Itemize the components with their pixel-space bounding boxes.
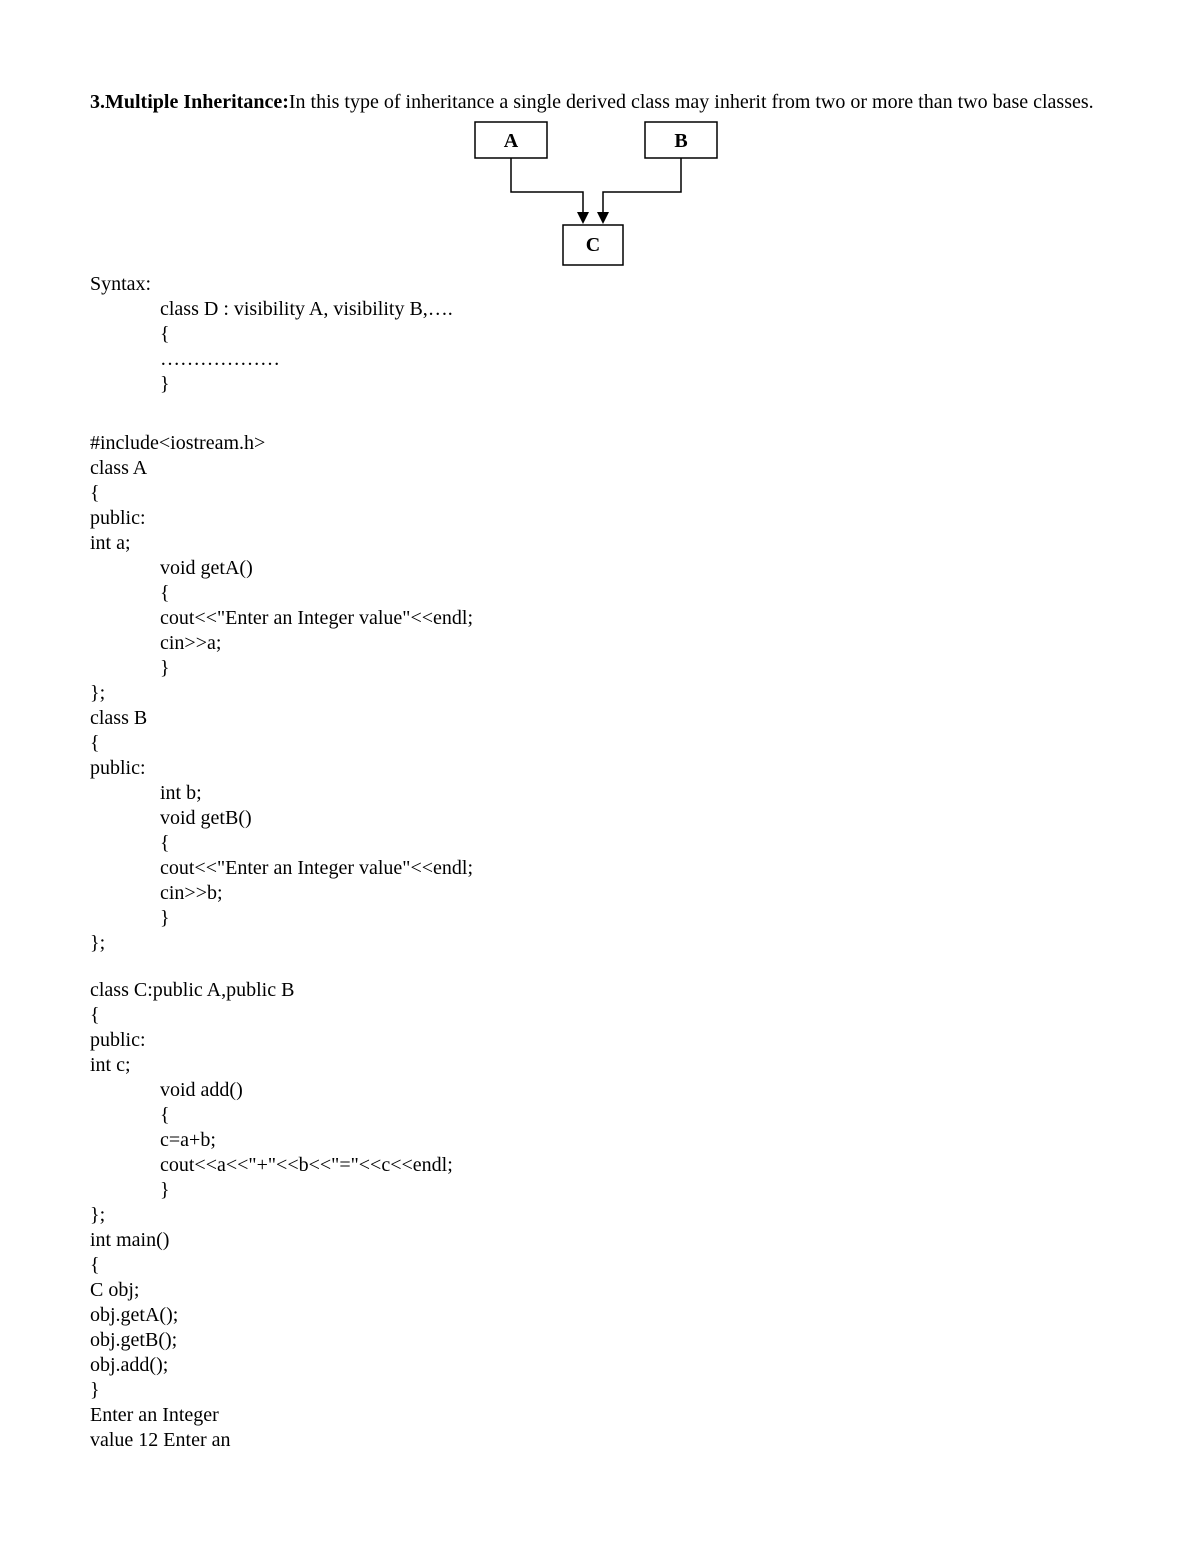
diagram-label-b: B [674,130,687,152]
diagram-edge-a-c [511,158,583,221]
code-line: int b; [160,781,1110,806]
code-line: { [90,1253,1110,1278]
code-line: cout<<a<<"+"<<b<<"="<<c<<endl; [160,1153,1110,1178]
code-line: }; [90,1203,1110,1228]
diagram-label-a: A [504,130,519,152]
heading-text: In this type of inheritance a single der… [289,91,1094,113]
code-line: }; [90,931,1110,956]
code-line: obj.getB(); [90,1328,1110,1353]
code-line: cout<<"Enter an Integer value"<<endl; [160,606,1110,631]
code-line: { [160,581,1110,606]
code-line: } [160,656,1110,681]
code-line: { [160,1103,1110,1128]
diagram-label-c: C [586,234,600,256]
code-line: cin>>b; [160,881,1110,906]
diagram-svg: A B C [435,117,765,272]
code-line: public: [90,506,1110,531]
code-line: C obj; [90,1278,1110,1303]
code-line: int main() [90,1228,1110,1253]
code-line: class B [90,706,1110,731]
code-line: public: [90,756,1110,781]
heading-bold: 3.Multiple Inheritance: [90,91,289,113]
code-line: int a; [90,531,1110,556]
syntax-line-1: class D : visibility A, visibility B,…. [160,297,1110,322]
code-line: void add() [160,1078,1110,1103]
syntax-line-2: { [160,322,1110,347]
code-line: } [160,906,1110,931]
code-line: obj.add(); [90,1353,1110,1378]
code-line: c=a+b; [160,1128,1110,1153]
code-line: } [90,1378,1110,1403]
code-line: { [90,1003,1110,1028]
code-line: int c; [90,1053,1110,1078]
code-line: { [160,831,1110,856]
diagram-edge-b-c [603,158,681,221]
code-line: public: [90,1028,1110,1053]
code-line: cout<<"Enter an Integer value"<<endl; [160,856,1110,881]
code-line: void getA() [160,556,1110,581]
code-line: { [90,731,1110,756]
code-line: #include<iostream.h> [90,431,1110,456]
inheritance-diagram: A B C [90,117,1110,272]
syntax-label: Syntax: [90,272,1110,297]
output-line: value 12 Enter an [90,1428,1110,1453]
code-line: cin>>a; [160,631,1110,656]
code-line: class A [90,456,1110,481]
code-line: }; [90,681,1110,706]
code-line: void getB() [160,806,1110,831]
output-line: Enter an Integer [90,1403,1110,1428]
code-line: } [160,1178,1110,1203]
code-line: { [90,481,1110,506]
syntax-line-3: ……………… [160,347,1110,372]
section-heading: 3.Multiple Inheritance:In this type of i… [90,90,1110,115]
document-page: 3.Multiple Inheritance:In this type of i… [0,0,1200,1493]
code-line: obj.getA(); [90,1303,1110,1328]
code-line: class C:public A,public B [90,978,1110,1003]
syntax-line-4: } [160,372,1110,397]
